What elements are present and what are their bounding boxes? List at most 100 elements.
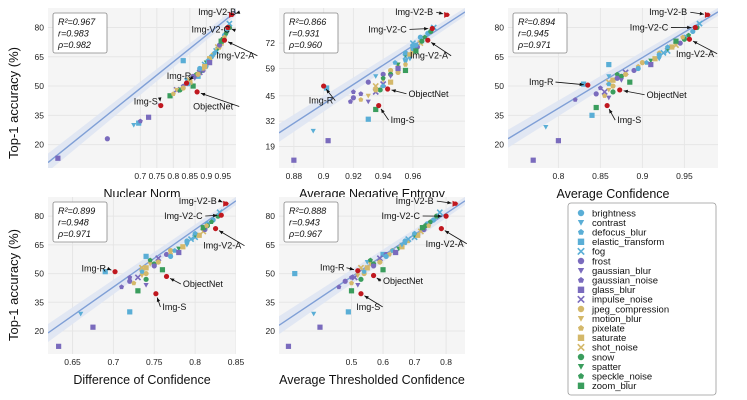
data-point-gaussian-noise: [572, 97, 578, 102]
x-tick-label: 0.9: [318, 171, 330, 181]
data-point-defocus-blur: [361, 269, 367, 274]
panel-nuclear-norm: Img-V2-B Img-V2-C Img-V2-A Img-R ObjectNet Im…: [35, 7, 258, 201]
data-point-elastic-transform: [365, 116, 371, 122]
x-tick-label: 0.88: [286, 171, 303, 181]
data-point-jpeg-compression: [155, 259, 161, 265]
data-point-saturate: [407, 52, 413, 58]
y-tick-label: 80: [266, 211, 276, 221]
stats-text: r=0.948: [58, 218, 89, 228]
reference-arrowhead-img-v2-b: [229, 11, 236, 18]
data-point-gaussian-blur: [618, 78, 624, 83]
data-point-brightness: [413, 42, 419, 48]
legend-marker-fog: [577, 247, 585, 256]
data-point-spatter: [648, 58, 654, 64]
data-point-elastic-transform: [292, 270, 298, 277]
stats-box: [512, 12, 568, 54]
data-point-shot-noise: [372, 82, 379, 90]
y-tick-label: 50: [35, 269, 45, 279]
annotation-label: ObjectNet: [647, 90, 688, 100]
data-point-gaussian-blur: [143, 282, 149, 288]
reference-arrowhead-img-v2-b: [444, 11, 451, 18]
data-point-gaussian-noise: [358, 91, 364, 96]
annotation-label: Img-V2-C: [164, 211, 203, 221]
annotation-arrowhead: [170, 278, 175, 282]
data-point-frost: [216, 42, 223, 48]
legend-marker-elastic-transform: [577, 238, 585, 245]
y-tick-label: 65: [35, 52, 45, 62]
data-point-elastic-transform: [581, 81, 587, 87]
annotation-label: Img-R: [529, 77, 554, 87]
data-point-saturate: [669, 44, 675, 50]
y-axis-title-top: Top-1 accuracy (%): [6, 47, 21, 159]
data-point-frost: [593, 91, 599, 97]
data-point-jpeg-compression: [373, 87, 379, 93]
data-point-zoom-blur: [419, 225, 426, 231]
annotation-arrowhead: [447, 200, 452, 205]
data-point-zoom-blur: [190, 83, 196, 89]
data-point-zoom-blur: [167, 93, 173, 99]
annotation-arrowhead: [380, 108, 385, 114]
y-tick-label: 20: [35, 140, 45, 150]
data-point-elastic-transform: [589, 112, 595, 118]
legend-label-zoom-blur: zoom_blur: [592, 381, 636, 392]
data-point-brightness: [402, 238, 408, 244]
panel-average-negative-entropy: Img-V2-B Img-V2-C Img-V2-A Img-R ObjectNet Im…: [266, 7, 465, 201]
legend-label-gaussian-noise: gaussian_noise: [592, 276, 658, 287]
data-point-pixelate: [170, 91, 176, 96]
annotation-arrowhead: [424, 27, 429, 31]
legend-label-contrast: contrast: [592, 218, 626, 229]
reference-arrowhead-img-v2-b: [452, 200, 459, 207]
data-point-jpeg-compression: [610, 83, 616, 89]
data-point-speckle-noise: [422, 34, 428, 40]
annotation-label: Img-R: [320, 263, 345, 273]
data-point-zoom-blur: [380, 267, 386, 273]
annotation-label: Img-R: [309, 96, 334, 106]
data-point-pixelate: [426, 223, 432, 228]
data-point-brightness: [417, 34, 423, 40]
data-point-frost: [370, 263, 377, 269]
y-tick-label: 35: [35, 110, 45, 120]
data-point-gaussian-blur: [365, 99, 371, 105]
annotation-label: Img-V2-A: [426, 239, 464, 249]
data-point-defocus-blur: [380, 83, 386, 89]
data-point-frost: [350, 95, 356, 101]
data-point-elastic-transform: [127, 309, 133, 315]
data-point-fog: [405, 235, 412, 243]
reference-point-img-r: [321, 83, 327, 89]
data-point-brightness: [383, 253, 389, 259]
legend-label-glass-blur: glass_blur: [592, 285, 635, 296]
annotation-arrow: [692, 40, 718, 55]
data-point-elastic-transform: [345, 309, 351, 315]
data-point-defocus-blur: [412, 230, 418, 236]
reference-point-img-v2-a: [438, 225, 444, 232]
data-point-saturate: [187, 79, 193, 85]
annotation-arrow: [444, 230, 467, 245]
annotation-arrowhead: [189, 76, 194, 81]
x-tick-label: 0.94: [375, 171, 392, 181]
x-tick-label: 0.95: [215, 171, 232, 181]
legend-marker-frost: [577, 257, 585, 265]
data-point-elastic-transform: [180, 58, 186, 64]
legend-marker-gaussian-blur: [577, 268, 585, 274]
annotation-arrowhead: [391, 89, 396, 93]
data-point-fog: [660, 49, 667, 57]
data-point-glass-blur: [285, 343, 292, 349]
y-tick-label: 35: [35, 297, 45, 307]
data-point-zoom-blur: [673, 38, 679, 44]
reference-point-img-s: [158, 102, 164, 109]
annotation-arrowhead: [228, 41, 233, 46]
data-point-saturate: [202, 63, 208, 70]
data-point-gaussian-blur: [355, 282, 361, 288]
x-tick-label: 0.7: [107, 357, 119, 367]
data-point-elastic-transform: [136, 120, 142, 126]
data-point-speckle-noise: [614, 71, 620, 77]
legend-marker-impulse-noise: [577, 295, 585, 304]
data-point-pixelate: [680, 34, 686, 40]
stats-box: [283, 12, 339, 54]
data-point-contrast: [407, 56, 413, 62]
data-point-glass-blur: [530, 157, 536, 163]
reference-point-img-r: [183, 80, 190, 86]
legend-marker-spatter: [577, 364, 585, 370]
legend-label-defocus-blur: defocus_blur: [592, 228, 646, 239]
reference-arrowhead-img-v2-b: [223, 200, 230, 207]
